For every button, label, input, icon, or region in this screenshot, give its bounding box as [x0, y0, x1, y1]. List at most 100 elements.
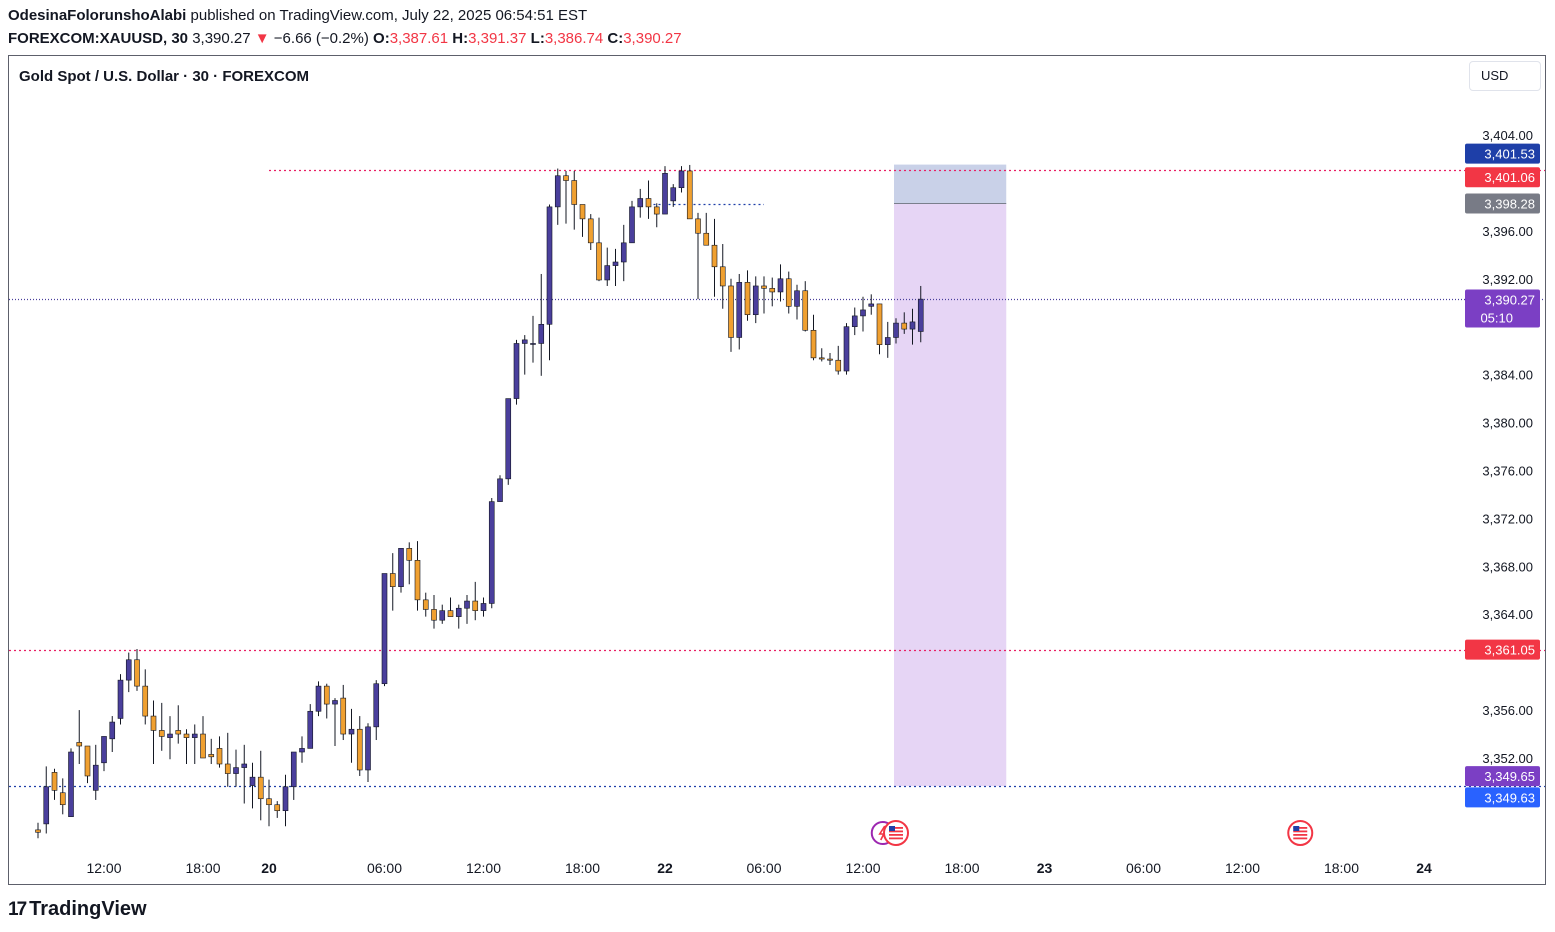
candle-body[interactable]	[101, 736, 107, 764]
candle-body[interactable]	[917, 298, 924, 332]
candle-body[interactable]	[356, 728, 363, 771]
candle-body[interactable]	[653, 206, 660, 215]
tradingview-logo[interactable]: 17 TradingView	[8, 898, 147, 921]
candle-body[interactable]	[191, 733, 198, 738]
candle-body[interactable]	[752, 285, 759, 316]
candle-body[interactable]	[843, 326, 850, 372]
currency-button[interactable]: USD	[1469, 61, 1541, 91]
candle-body[interactable]	[703, 232, 710, 246]
candle-body[interactable]	[530, 343, 536, 345]
candle-body[interactable]	[769, 288, 776, 293]
candle-body[interactable]	[596, 242, 602, 281]
candle-body[interactable]	[117, 679, 124, 719]
candle-body[interactable]	[711, 244, 718, 268]
candle-body[interactable]	[381, 573, 388, 685]
candle-body[interactable]	[513, 343, 520, 399]
take-profit-zone[interactable]	[894, 203, 1007, 787]
candle-body[interactable]	[810, 329, 817, 359]
candle-body[interactable]	[901, 322, 908, 330]
candle-body[interactable]	[554, 175, 561, 208]
candle-body[interactable]	[373, 683, 380, 728]
candle-body[interactable]	[109, 721, 116, 740]
candle-body[interactable]	[736, 282, 743, 338]
candle-body[interactable]	[728, 285, 734, 338]
candle-body[interactable]	[142, 685, 149, 717]
candle-body[interactable]	[909, 321, 916, 330]
candle-body[interactable]	[51, 772, 58, 791]
candle-body[interactable]	[315, 685, 322, 712]
candle-body[interactable]	[472, 600, 479, 611]
candle-body[interactable]	[505, 398, 512, 480]
candle-body[interactable]	[348, 728, 355, 735]
candle-body[interactable]	[777, 278, 784, 293]
candle-body[interactable]	[233, 767, 239, 774]
candle-body[interactable]	[175, 730, 182, 735]
candle-body[interactable]	[439, 610, 446, 621]
candle-body[interactable]	[695, 218, 701, 234]
candle-body[interactable]	[620, 242, 627, 263]
author-name[interactable]: OdesinaFolorunshoAlabi	[8, 7, 187, 24]
candle-body[interactable]	[686, 170, 693, 220]
candle-body[interactable]	[563, 175, 569, 181]
candle-body[interactable]	[307, 710, 314, 749]
candle-body[interactable]	[158, 730, 165, 737]
candle-body[interactable]	[868, 303, 875, 307]
candle-body[interactable]	[340, 697, 347, 735]
candle-body[interactable]	[134, 659, 140, 687]
candle-body[interactable]	[125, 659, 132, 681]
candle-body[interactable]	[851, 315, 858, 327]
candle-body[interactable]	[497, 478, 503, 502]
candle-body[interactable]	[884, 337, 891, 345]
candle-body[interactable]	[68, 751, 74, 818]
candle-body[interactable]	[150, 715, 157, 731]
us-flag-icon[interactable]	[1287, 820, 1314, 846]
candle-body[interactable]	[422, 599, 429, 610]
candle-body[interactable]	[761, 285, 767, 289]
candle-body[interactable]	[662, 173, 668, 215]
candle-body[interactable]	[794, 290, 800, 307]
candle-body[interactable]	[224, 763, 231, 774]
candle-body[interactable]	[76, 742, 83, 747]
candle-body[interactable]	[257, 776, 264, 800]
candle-body[interactable]	[893, 322, 899, 338]
candle-body[interactable]	[299, 748, 305, 753]
candle-body[interactable]	[546, 206, 553, 325]
candle-body[interactable]	[587, 218, 594, 244]
candle-body[interactable]	[274, 804, 281, 812]
us-flag-icon[interactable]	[883, 820, 909, 846]
candle-body[interactable]	[612, 261, 619, 266]
candle-body[interactable]	[802, 290, 809, 331]
candle-body[interactable]	[447, 610, 454, 617]
candle-body[interactable]	[216, 748, 223, 765]
candle-body[interactable]	[365, 726, 371, 771]
candle-body[interactable]	[200, 733, 206, 759]
candle-body[interactable]	[629, 206, 635, 244]
candle-body[interactable]	[538, 323, 545, 344]
candle-body[interactable]	[827, 358, 833, 361]
candle-body[interactable]	[818, 357, 825, 360]
chart-panel[interactable]	[8, 55, 1546, 885]
candle-body[interactable]	[579, 204, 586, 220]
candle-body[interactable]	[645, 198, 652, 208]
candle-body[interactable]	[84, 745, 91, 777]
candle-body[interactable]	[389, 573, 396, 587]
candle-body[interactable]	[249, 776, 256, 786]
candle-body[interactable]	[571, 180, 578, 205]
candle-body[interactable]	[744, 282, 751, 316]
candle-body[interactable]	[323, 685, 330, 705]
candle-body[interactable]	[719, 266, 726, 287]
candle-body[interactable]	[282, 786, 289, 812]
candle-body[interactable]	[604, 265, 611, 281]
candle-body[interactable]	[208, 754, 215, 758]
candle-body[interactable]	[521, 339, 528, 344]
candle-body[interactable]	[455, 607, 462, 617]
candle-body[interactable]	[35, 829, 41, 833]
candle-body[interactable]	[860, 309, 866, 317]
candle-body[interactable]	[183, 733, 190, 738]
candle-body[interactable]	[488, 501, 495, 604]
candle-body[interactable]	[876, 303, 883, 345]
candle-body[interactable]	[464, 600, 470, 609]
candle-body[interactable]	[92, 764, 99, 791]
candle-body[interactable]	[406, 548, 413, 561]
